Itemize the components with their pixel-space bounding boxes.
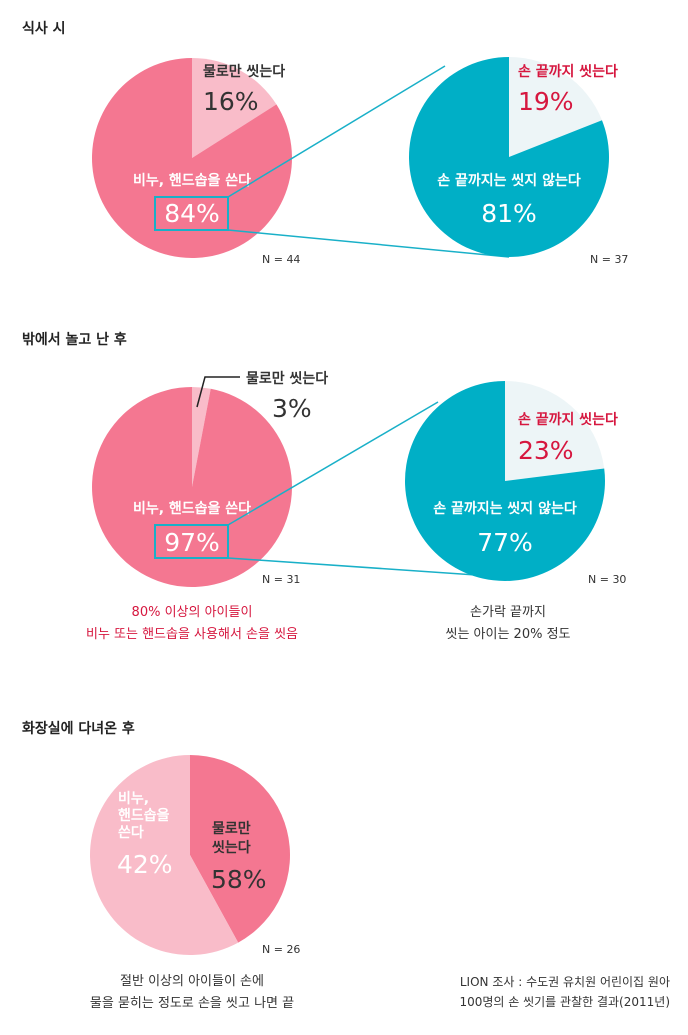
label-water-only-meal: 물로만 씻는다 — [203, 64, 285, 80]
label-water-only-restroom-line-2: 씻는다 — [212, 840, 251, 856]
callout-line-water-only-outdoor — [196, 376, 240, 408]
value-fingertips-meal: 19% — [518, 87, 574, 116]
n-label-outdoor-detail: N = 30 — [588, 573, 626, 586]
n-label-meal-detail: N = 37 — [590, 253, 628, 266]
caption-restroom-line-1: 절반 이상의 아이들이 손에 — [120, 974, 264, 989]
value-soap-meal: 84% — [164, 199, 220, 228]
label-soap-restroom-line-1: 비누, — [118, 791, 149, 807]
label-soap-restroom-line-2: 핸드솝을 — [118, 808, 170, 824]
value-soap-outdoor: 97% — [164, 528, 220, 557]
pie-slice-soap-outdoor — [92, 387, 293, 587]
caption-left-line-1: 80% 이상의 아이들이 — [132, 605, 253, 620]
section-title-outdoor: 밖에서 놀고 난 후 — [22, 331, 127, 348]
label-soap-meal: 비누, 핸드솝을 쓴다 — [133, 173, 251, 189]
connector-line-top-outdoor — [227, 401, 439, 526]
pie-slice-soap-meal — [91, 58, 292, 258]
label-fingertips-meal: 손 끝까지 씻는다 — [518, 64, 618, 80]
pie-slice-soap-restroom — [190, 755, 291, 943]
label-fingertips-outdoor: 손 끝까지 씻는다 — [518, 412, 618, 428]
pie-outdoor-main — [92, 387, 293, 587]
label-not-fingertips-meal: 손 끝까지는 씻지 않는다 — [437, 172, 581, 189]
caption-right-line-2: 씻는 아이는 20% 정도 — [445, 627, 570, 642]
value-water-only-meal: 16% — [203, 87, 259, 116]
label-water-only-outdoor: 물로만 씻는다 — [246, 371, 328, 387]
n-label-meal-main: N = 44 — [262, 253, 300, 266]
label-not-fingertips-outdoor: 손 끝까지는 씻지 않는다 — [433, 500, 577, 517]
connector-line-top-meal — [227, 65, 446, 198]
section-title-restroom: 화장실에 다녀온 후 — [22, 720, 135, 737]
pie-slice-water-only-meal — [192, 58, 277, 158]
n-label-restroom: N = 26 — [262, 943, 300, 956]
label-soap-outdoor: 비누, 핸드솝을 쓴다 — [133, 501, 251, 517]
value-water-only-restroom: 58% — [211, 865, 267, 894]
connector-line-bottom-meal — [227, 229, 510, 258]
pie-slice-not-fingertips-meal — [409, 57, 610, 257]
pie-slice-fingertips-outdoor — [505, 381, 605, 481]
source-note-line-2: 100명의 손 씻기를 관찰한 결과(2011년) — [459, 995, 670, 1009]
value-soap-restroom: 42% — [117, 850, 173, 879]
caption-right-line-1: 손가락 끝까지 — [470, 605, 546, 620]
pie-slice-not-fingertips-outdoor — [404, 380, 605, 581]
connector-line-bottom-outdoor — [227, 557, 506, 578]
highlight-box-meal — [154, 196, 229, 231]
label-water-only-restroom-line-1: 물로만 — [212, 821, 251, 837]
pie-restroom-main — [90, 755, 291, 955]
caption-restroom-line-2: 물을 묻히는 정도로 손을 씻고 나면 끝 — [90, 996, 294, 1011]
highlight-box-outdoor — [154, 524, 229, 559]
pie-slice-water-only-outdoor — [192, 387, 211, 487]
n-label-outdoor-main: N = 31 — [262, 573, 300, 586]
value-fingertips-outdoor: 23% — [518, 436, 574, 465]
value-not-fingertips-meal: 81% — [481, 199, 537, 228]
caption-left-line-2: 비누 또는 핸드솝을 사용해서 손을 씻음 — [86, 626, 298, 642]
pie-meal-main — [91, 58, 292, 258]
source-note-line-1: LION 조사 : 수도권 유치원 어린이집 원아 — [460, 975, 670, 989]
pie-slice-water-only-restroom — [90, 755, 239, 955]
label-soap-restroom-line-3: 쓴다 — [118, 825, 144, 841]
pie-meal-detail — [409, 57, 610, 257]
pie-slice-fingertips-meal — [509, 57, 602, 157]
section-title-meal: 식사 시 — [22, 21, 66, 37]
value-water-only-outdoor: 3% — [272, 394, 312, 423]
pie-outdoor-detail — [404, 380, 605, 581]
value-not-fingertips-outdoor: 77% — [477, 528, 533, 557]
